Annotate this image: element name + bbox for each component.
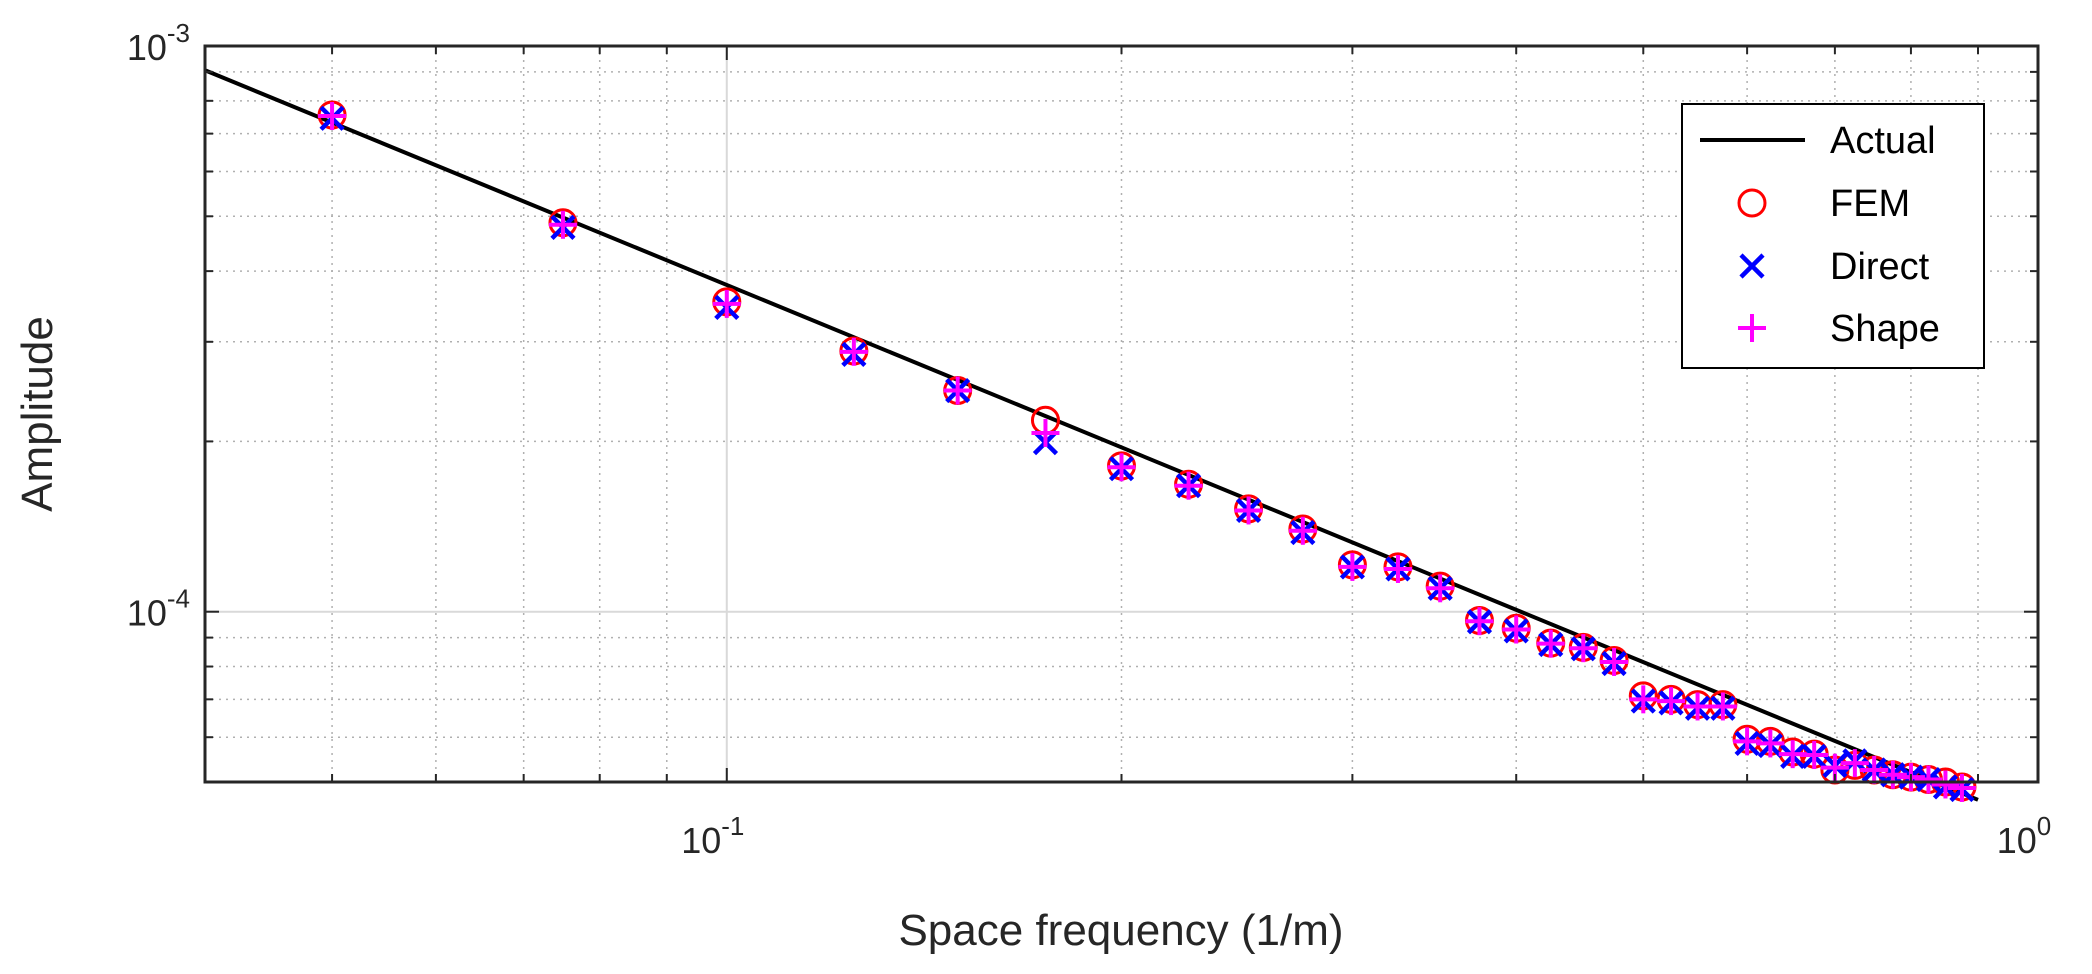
data-point-shape xyxy=(1947,773,1976,802)
data-point-shape xyxy=(1426,574,1455,603)
data-point-shape xyxy=(1931,770,1960,799)
data-point-shape xyxy=(1683,692,1712,721)
x-tick-label: 10-1 xyxy=(681,811,744,861)
data-point-shape xyxy=(1878,760,1907,789)
legend: Actual FEM Direct Shape xyxy=(1681,103,1985,369)
y-axis-label: Amplitude xyxy=(13,316,62,512)
data-point-shape xyxy=(1914,765,1943,794)
data-point-shape xyxy=(1383,554,1412,583)
legend-symbol-direct xyxy=(1739,253,1765,279)
y-tick-label: 10-4 xyxy=(127,584,190,634)
data-point-shape xyxy=(1234,496,1263,525)
series-line-actual xyxy=(204,68,1979,802)
data-point-shape xyxy=(1733,727,1762,756)
data-point-shape xyxy=(1338,552,1367,581)
data-point-shape xyxy=(1800,741,1829,770)
data-point-shape xyxy=(1600,647,1629,676)
x-tick-label: 100 xyxy=(1997,811,2052,861)
legend-box xyxy=(1681,103,1985,369)
data-point-shape xyxy=(1569,634,1598,663)
legend-label-shape: Shape xyxy=(1830,308,1940,350)
data-point-shape xyxy=(1657,687,1686,716)
data-point-shape xyxy=(1860,756,1889,785)
legend-label-actual: Actual xyxy=(1830,120,1936,162)
data-point-shape xyxy=(1708,692,1737,721)
data-point-shape xyxy=(1756,729,1785,758)
x-axis-label: Space frequency (1/m) xyxy=(898,906,1343,955)
axis-ticks: 10-1 100 10-4 10-3 xyxy=(127,18,2051,861)
data-point-shape xyxy=(1536,629,1565,658)
data-point-shape xyxy=(1502,615,1531,644)
legend-symbol-fem xyxy=(1737,188,1767,218)
y-tick-label: 10-3 xyxy=(127,18,190,68)
legend-symbol-shape xyxy=(1738,314,1766,342)
data-point-shape xyxy=(318,102,347,131)
data-point-shape xyxy=(1840,749,1869,778)
series-shape xyxy=(318,102,1976,802)
data-point-shape xyxy=(943,376,972,405)
series-actual xyxy=(204,68,1979,802)
legend-label-fem: FEM xyxy=(1830,183,1910,225)
legend-label-direct: Direct xyxy=(1830,246,1930,288)
data-point-shape xyxy=(1629,685,1658,714)
data-point-shape xyxy=(1031,418,1060,447)
data-point-shape xyxy=(1288,516,1317,545)
data-point-shape xyxy=(548,210,577,239)
data-point-shape xyxy=(1107,453,1136,482)
data-point-shape xyxy=(1174,471,1203,500)
data-point-shape xyxy=(839,337,868,366)
data-point-shape xyxy=(1465,607,1494,636)
data-point-shape xyxy=(712,289,741,318)
